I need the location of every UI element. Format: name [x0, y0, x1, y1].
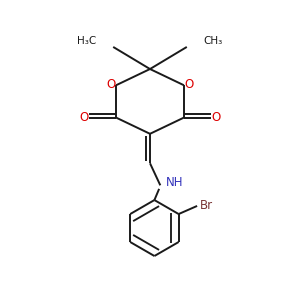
Text: Br: Br	[200, 199, 213, 212]
Text: NH: NH	[166, 176, 184, 190]
Text: O: O	[212, 111, 221, 124]
Text: CH₃: CH₃	[204, 36, 223, 46]
Text: O: O	[184, 78, 194, 91]
Text: H₃C: H₃C	[77, 36, 96, 46]
Text: O: O	[106, 78, 116, 91]
Text: O: O	[79, 111, 88, 124]
